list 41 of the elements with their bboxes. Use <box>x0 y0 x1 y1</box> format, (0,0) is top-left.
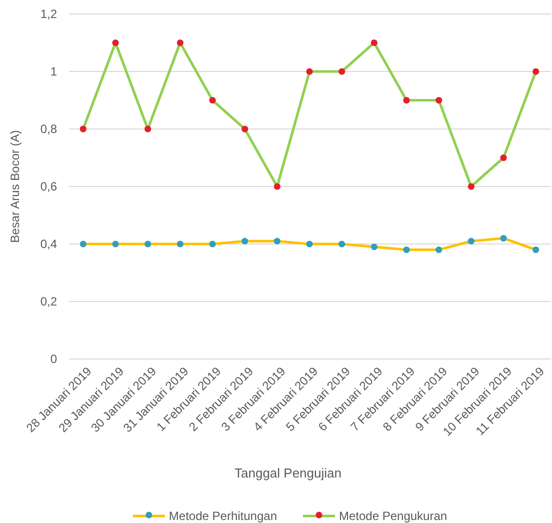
x-axis-title: Tanggal Pengujian <box>234 466 342 481</box>
y-tick-label: 0,2 <box>40 294 58 309</box>
point <box>144 126 152 132</box>
y-tick-label: 0 <box>50 352 58 366</box>
point <box>242 238 248 244</box>
y-tick-label: 1 <box>50 64 58 79</box>
point <box>436 96 442 104</box>
legend-label: Metode Perhitungan <box>168 509 277 523</box>
point <box>468 238 474 244</box>
point <box>338 240 346 248</box>
point <box>176 240 184 248</box>
y-tick-label: 1,2 <box>40 7 58 22</box>
y-tick-label: 0,6 <box>40 180 58 194</box>
point <box>500 154 507 162</box>
point <box>209 96 216 104</box>
point <box>403 96 410 104</box>
point <box>338 68 346 75</box>
point <box>112 39 119 46</box>
point <box>370 244 378 250</box>
point <box>306 240 313 248</box>
point <box>242 126 248 132</box>
point <box>80 240 86 248</box>
point <box>274 238 280 244</box>
point <box>532 246 540 254</box>
point <box>80 126 86 132</box>
point <box>176 39 184 46</box>
point <box>500 234 507 242</box>
point <box>112 240 119 248</box>
point <box>144 240 152 248</box>
point <box>532 68 540 75</box>
point <box>306 68 313 75</box>
legend-label: Metode Pengukuran <box>339 509 448 523</box>
point <box>209 240 216 248</box>
point <box>370 39 378 46</box>
y-tick-label: 0,8 <box>40 122 58 136</box>
point <box>274 183 280 190</box>
point <box>403 246 410 254</box>
y-tick-label: 0,4 <box>40 237 58 252</box>
y-axis-title: Besar Arus Bocor (A) <box>8 130 22 243</box>
point <box>436 246 442 254</box>
point <box>468 183 474 190</box>
